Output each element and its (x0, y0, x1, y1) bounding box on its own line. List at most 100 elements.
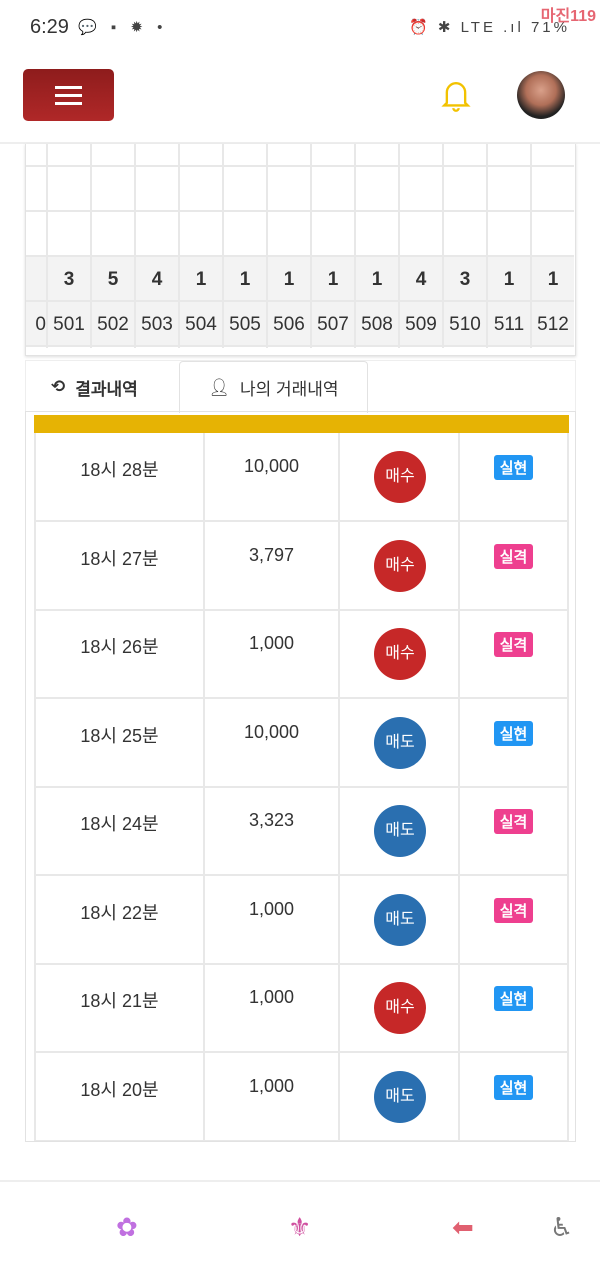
grid-count: 1 (488, 257, 530, 302)
result-cell: 실격 (458, 610, 569, 699)
grid-count: 1 (312, 257, 354, 302)
grid-label: 0 (26, 302, 46, 347)
result-cell: 실현 (458, 698, 569, 788)
trade-time: 18시 20분 (34, 1052, 203, 1141)
table-row: 18시 25분 10,000 매도 실현 (34, 698, 569, 788)
grid-column: 3 501 (46, 144, 90, 348)
grid-cell (488, 167, 530, 212)
result-badge: 실격 (493, 543, 534, 569)
table-header (34, 415, 569, 433)
grid-cell (136, 144, 178, 167)
table-row: 18시 26분 1,000 매수 실격 (34, 610, 569, 699)
grid-label: 504 (180, 302, 222, 347)
grid-cell (268, 212, 310, 257)
tab-my-trades[interactable]: 👤︎ 나의 거래내역 (179, 361, 368, 413)
grid-label: 512 (532, 302, 574, 347)
grid-label: 501 (48, 302, 90, 347)
grid-cell (444, 212, 486, 257)
trade-amount: 3,323 (203, 787, 338, 876)
side-cell: 매도 (338, 787, 458, 876)
grid-cell (180, 212, 222, 257)
back-arrow-icon[interactable]: ⬅ (452, 1212, 474, 1242)
grid-label: 510 (444, 302, 486, 347)
grid-cell (136, 167, 178, 212)
grid-label: 507 (312, 302, 354, 347)
grid-cell (224, 144, 266, 167)
side-cell: 매수 (338, 610, 458, 699)
system-icons: ⏰ ✱ LTE .ıl 71% (408, 19, 570, 36)
grid-cell (136, 212, 178, 257)
result-cell: 실격 (458, 521, 569, 611)
history-icon: ⟲ (51, 377, 66, 396)
grid-count: 1 (356, 257, 398, 302)
grid-column: 4 509 (398, 144, 442, 348)
trade-amount: 1,000 (203, 610, 338, 699)
tab-results[interactable]: ⟲ 결과내역 (51, 377, 138, 399)
side-cell: 매도 (338, 698, 458, 788)
trade-time: 18시 22분 (34, 875, 203, 965)
table-row: 18시 20분 1,000 매도 실현 (34, 1052, 569, 1141)
result-badge: 실현 (493, 720, 534, 746)
side-badge: 매수 (374, 539, 426, 592)
grid-column: 1 511 (486, 144, 530, 348)
side-cell: 매수 (338, 521, 458, 611)
grid-label: 511 (488, 302, 530, 347)
clock: 6:29 (30, 16, 69, 38)
phoenix-icon[interactable]: ⚜ (288, 1212, 312, 1242)
grid-cell (400, 212, 442, 257)
grid-column: 3 510 (442, 144, 486, 348)
grid-cell (488, 144, 530, 167)
grid-count: 1 (224, 257, 266, 302)
grid-column: 1 508 (354, 144, 398, 348)
grid-cell (400, 167, 442, 212)
result-badge: 실현 (493, 1074, 534, 1100)
grid-cell (356, 144, 398, 167)
bell-icon[interactable] (440, 78, 472, 112)
grid-cell (356, 167, 398, 212)
grid-cell (26, 144, 46, 167)
grid-cell (26, 212, 46, 257)
grid-cell (532, 212, 574, 257)
tab-bar: ⟲ 결과내역 👤︎ 나의 거래내역 (25, 360, 576, 413)
grid-label: 508 (356, 302, 398, 347)
watermark-logo: 마진119 (540, 8, 596, 25)
grid-label: 505 (224, 302, 266, 347)
user-icon: 👤︎ (208, 377, 230, 397)
side-badge: 매도 (374, 1070, 426, 1123)
grid-cell (444, 167, 486, 212)
grid-cell (400, 144, 442, 167)
grid-label: 509 (400, 302, 442, 347)
trade-time: 18시 24분 (34, 787, 203, 876)
result-cell: 실현 (458, 433, 569, 522)
side-badge: 매도 (374, 893, 426, 946)
grid-column: 1 504 (178, 144, 222, 348)
avatar[interactable] (517, 71, 565, 119)
grid-cell (312, 212, 354, 257)
result-badge: 실격 (493, 809, 534, 834)
grid-cell (48, 212, 90, 257)
side-badge: 매수 (374, 982, 426, 1034)
grid-cell (268, 167, 310, 212)
result-cell: 실현 (458, 964, 569, 1053)
status-bar: 6:29 💬 ▪ ✹ • ⏰ ✱ LTE .ıl 71% 마진119 (0, 0, 600, 58)
accessibility-icon[interactable]: ♿ (550, 1212, 574, 1242)
grid-cell (532, 167, 574, 212)
grid-column: 5 502 (90, 144, 134, 348)
trade-amount: 1,000 (203, 964, 338, 1053)
trade-time: 18시 28분 (34, 433, 203, 522)
side-cell: 매도 (338, 875, 458, 965)
grid-cell (92, 212, 134, 257)
grid-column: 1 506 (266, 144, 310, 348)
grid-label: 503 (136, 302, 178, 347)
side-badge: 매수 (374, 451, 426, 503)
trade-amount: 3,797 (203, 521, 338, 611)
table-row: 18시 27분 3,797 매수 실격 (34, 521, 569, 611)
grid-cell (268, 144, 310, 167)
result-badge: 실격 (493, 632, 534, 657)
flower-icon[interactable]: ✿ (116, 1212, 138, 1242)
result-cell: 실격 (458, 787, 569, 876)
grid-cell (224, 167, 266, 212)
grid-cell (312, 144, 354, 167)
trade-amount: 1,000 (203, 875, 338, 965)
hamburger-menu-button[interactable] (23, 69, 114, 121)
